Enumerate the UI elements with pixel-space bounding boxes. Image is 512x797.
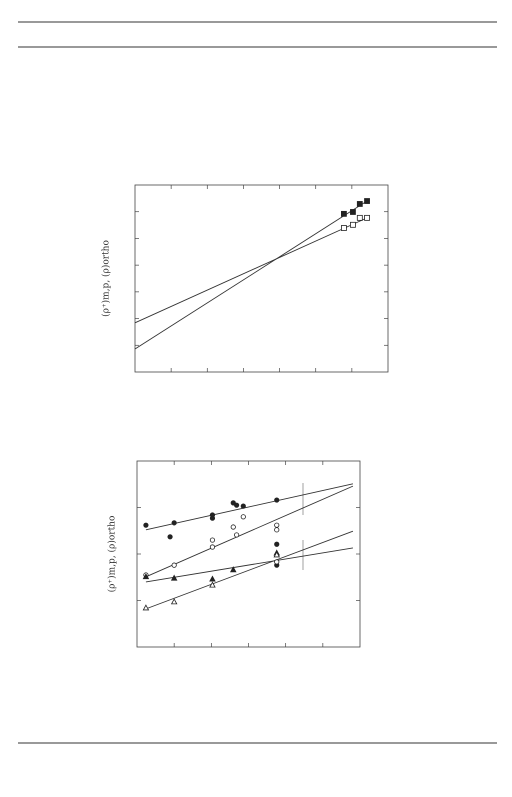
point bbox=[142, 573, 150, 580]
fit-line bbox=[145, 530, 354, 610]
point bbox=[170, 598, 178, 605]
point bbox=[142, 604, 150, 611]
fit-line bbox=[145, 485, 354, 578]
point bbox=[209, 581, 216, 588]
point bbox=[356, 214, 363, 221]
point bbox=[350, 221, 356, 228]
y-axis-label: (ρ⁺)m,p, (ρ)ortho bbox=[101, 240, 112, 317]
point bbox=[274, 541, 280, 547]
y-axis-label: (ρ⁺)m,p, (ρ)ortho bbox=[107, 516, 118, 593]
point bbox=[240, 514, 246, 520]
point bbox=[273, 551, 281, 558]
point bbox=[171, 562, 177, 568]
point bbox=[234, 502, 240, 508]
fit-line bbox=[145, 547, 354, 583]
point bbox=[171, 520, 177, 526]
point bbox=[209, 537, 216, 543]
point bbox=[209, 575, 216, 582]
point bbox=[274, 522, 280, 528]
point bbox=[167, 534, 173, 540]
point bbox=[209, 544, 216, 550]
point bbox=[350, 209, 356, 215]
point bbox=[274, 527, 280, 533]
plot-frame bbox=[136, 460, 361, 648]
point bbox=[209, 512, 216, 518]
point bbox=[364, 214, 370, 221]
point bbox=[170, 574, 178, 581]
point bbox=[341, 225, 347, 231]
point bbox=[364, 198, 370, 204]
point bbox=[230, 524, 236, 530]
plot-frame bbox=[134, 184, 389, 373]
point bbox=[229, 566, 237, 573]
fit-line bbox=[145, 483, 354, 531]
point bbox=[240, 503, 246, 509]
point bbox=[341, 210, 347, 217]
fit-line bbox=[134, 217, 368, 324]
point bbox=[274, 559, 280, 565]
point bbox=[143, 522, 149, 528]
point bbox=[274, 497, 280, 503]
fit-line bbox=[134, 200, 368, 350]
point bbox=[356, 201, 363, 207]
point bbox=[234, 532, 240, 538]
